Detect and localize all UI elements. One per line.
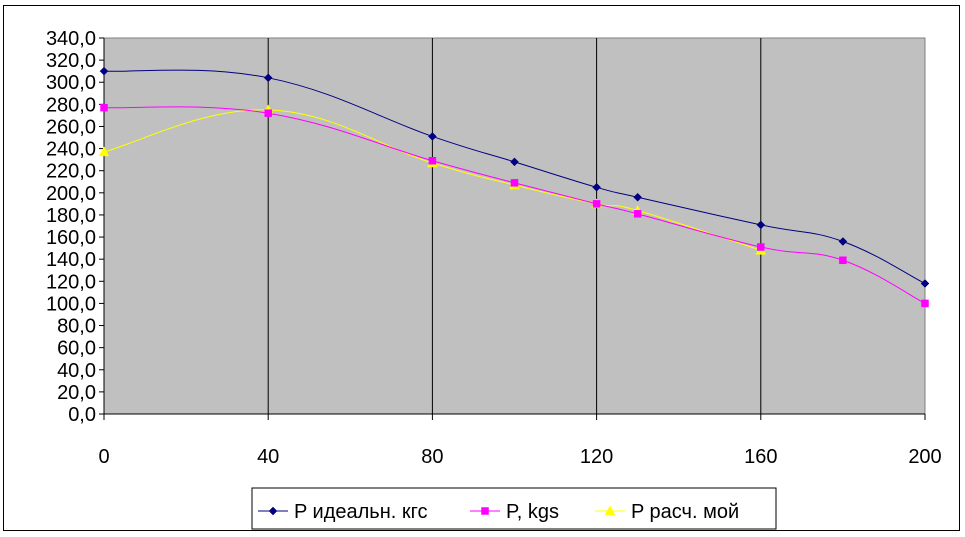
series-2-line <box>103 106 926 304</box>
legend-item-3: P расч. мой <box>595 501 739 523</box>
legend-swatch-marker <box>604 505 616 516</box>
y-tick-label: 0,0 <box>68 404 96 426</box>
series-2-point <box>428 157 437 165</box>
y-tick-label: 340,0 <box>46 28 96 50</box>
legend-item-2: P, kgs <box>470 501 559 523</box>
x-tick-label: 200 <box>908 446 941 468</box>
y-tick-label: 320,0 <box>46 50 96 72</box>
axes <box>103 38 925 415</box>
y-tick-label: 140,0 <box>46 249 96 271</box>
series-layer <box>98 66 930 308</box>
series-1-point <box>592 182 601 192</box>
series-3-point <box>98 146 110 157</box>
series-1 <box>99 66 930 288</box>
series-1-point <box>263 73 273 83</box>
series-1-point <box>756 220 766 230</box>
legend: P идеальн. кгс P, kgs P расч. мой <box>251 487 777 530</box>
y-axis-ticks: 0,020,040,060,080,0100,0120,0140,0160,01… <box>46 28 104 426</box>
legend-box <box>251 487 777 530</box>
x-tick-label: 40 <box>257 446 279 468</box>
series-2-point <box>921 299 929 308</box>
series-1-point <box>838 237 848 246</box>
y-tick-label: 120,0 <box>46 271 96 293</box>
series-2-point <box>264 109 272 117</box>
x-axis-ticks: 0 40 80 120 160 200 <box>98 414 942 468</box>
y-tick-label: 240,0 <box>46 139 96 161</box>
series-1-point <box>633 192 643 202</box>
series-1-point <box>510 157 519 167</box>
legend-label: P расч. мой <box>631 501 739 523</box>
y-tick-label: 60,0 <box>57 338 96 360</box>
y-tick-label: 180,0 <box>46 205 96 227</box>
y-tick-label: 100,0 <box>46 293 96 315</box>
y-tick-label: 160,0 <box>46 227 96 249</box>
legend-swatch-marker <box>268 506 278 516</box>
series-2-point <box>510 179 519 187</box>
plot-area <box>103 37 926 415</box>
y-tick-label: 20,0 <box>57 382 96 404</box>
series-2-point <box>757 243 765 251</box>
series-1-point <box>99 66 109 76</box>
series-1-line <box>103 69 926 284</box>
series-1-point <box>428 132 437 141</box>
y-tick-label: 200,0 <box>46 183 96 205</box>
y-tick-label: 280,0 <box>46 94 96 116</box>
series-2 <box>100 103 929 308</box>
series-2-point <box>633 210 642 218</box>
x-tick-label: 80 <box>421 446 443 468</box>
x-tick-label: 0 <box>98 446 109 468</box>
x-tick-label: 120 <box>580 446 613 468</box>
legend-item-1: P идеальн. кгс <box>258 501 427 523</box>
x-tick-label: 160 <box>744 446 777 468</box>
legend-label: P, kgs <box>506 501 559 523</box>
y-tick-label: 40,0 <box>57 360 96 382</box>
legend-swatch-marker <box>481 507 489 515</box>
legend-label: P идеальн. кгс <box>294 501 427 523</box>
series-2-point <box>592 200 601 208</box>
series-2-point <box>100 103 108 112</box>
y-tick-label: 300,0 <box>46 72 96 94</box>
y-tick-label: 220,0 <box>46 161 96 183</box>
series-2-point <box>839 256 847 265</box>
y-tick-label: 260,0 <box>46 116 96 138</box>
series-1-point <box>920 279 930 288</box>
y-tick-label: 80,0 <box>57 316 96 338</box>
